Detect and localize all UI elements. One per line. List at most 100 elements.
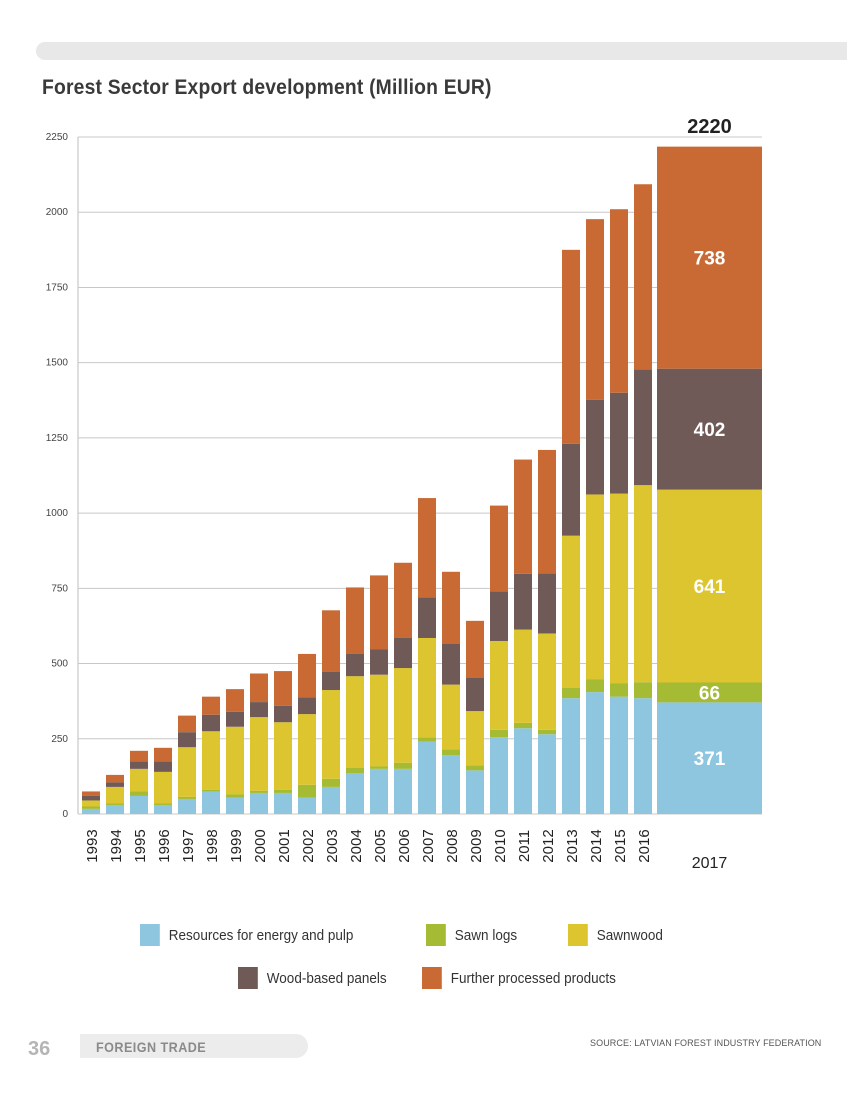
bar-segment — [298, 653, 316, 698]
bar-segment — [370, 649, 388, 675]
legend-swatch — [422, 967, 442, 989]
bar-segment — [322, 671, 340, 691]
bar-segment — [178, 796, 196, 799]
bar-segment — [106, 786, 124, 804]
bar-segment — [226, 794, 244, 798]
bar-segment — [490, 505, 508, 592]
bar-segment — [250, 673, 268, 703]
bar-segment — [586, 494, 604, 680]
x-tick-label: 2000 — [252, 829, 269, 862]
chart-title: Forest Sector Export development (Millio… — [42, 76, 492, 99]
bar-segment — [250, 792, 268, 814]
x-tick-label: 2008 — [444, 829, 461, 862]
bar-segment — [82, 806, 100, 809]
bar-segment — [82, 800, 100, 807]
bar-segment — [466, 765, 484, 771]
bar-segment — [418, 637, 436, 738]
bar-segment — [657, 146, 762, 369]
bar-segment — [538, 729, 556, 735]
bar-segment — [394, 768, 412, 814]
bar-segment — [370, 575, 388, 650]
bar-segment — [322, 690, 340, 779]
bar-segment — [490, 591, 508, 641]
x-tick-label: 2012 — [540, 829, 557, 862]
bar-segment — [538, 449, 556, 574]
bar-segment — [250, 702, 268, 718]
source-note: SOURCE: LATVIAN FOREST INDUSTRY FEDERATI… — [590, 1038, 822, 1048]
bar-segment — [202, 791, 220, 814]
bar-segment — [538, 573, 556, 634]
bar-segment — [178, 732, 196, 748]
bar-segment — [538, 633, 556, 730]
bar-segment — [274, 792, 292, 814]
bar-segment — [202, 696, 220, 715]
x-tick-label: 2001 — [276, 829, 293, 862]
bar-segment — [610, 683, 628, 697]
bar-segment — [154, 804, 172, 814]
bar-segment — [346, 767, 364, 774]
bar-segment — [130, 750, 148, 762]
x-tick-label: 2007 — [420, 829, 437, 862]
legend-item-further-processed: Further processed products — [422, 967, 616, 989]
bar-segment — [466, 677, 484, 712]
x-tick-label: 2014 — [588, 829, 605, 862]
page-number: 36 — [28, 1038, 51, 1060]
x-tick-label: 2004 — [348, 829, 365, 862]
bar-segment — [202, 731, 220, 790]
bar-segment — [274, 671, 292, 706]
bar-segment — [586, 679, 604, 693]
bar-segment — [634, 369, 652, 486]
bar-segment — [298, 697, 316, 715]
total-label: 2220 — [687, 116, 732, 138]
bar-segment — [226, 711, 244, 727]
legend-swatch — [238, 967, 258, 989]
legend-swatch — [568, 924, 588, 946]
bar-segment — [514, 573, 532, 630]
legend-swatch — [426, 924, 446, 946]
legend-label: Resources for energy and pulp — [168, 926, 354, 944]
bar-segment — [130, 795, 148, 814]
x-tick-label: 1999 — [228, 829, 245, 862]
bar-segment — [226, 689, 244, 712]
bar-segment — [370, 768, 388, 814]
y-tick-label: 250 — [51, 734, 68, 745]
bar-segment — [370, 766, 388, 769]
bar-segment — [562, 443, 580, 536]
bar-segment — [418, 737, 436, 742]
bar-segment — [130, 768, 148, 792]
bar-segment — [202, 789, 220, 792]
bar-segment — [178, 747, 196, 797]
bar-segment — [610, 209, 628, 393]
x-tick-label: 2016 — [636, 829, 653, 862]
bar-segment — [418, 741, 436, 814]
bar-segment — [298, 797, 316, 814]
legend-label: Sawnwood — [596, 926, 663, 944]
bar-segment — [586, 692, 604, 814]
bar-segment — [202, 714, 220, 732]
legend-item-sawnwood: Sawnwood — [568, 924, 663, 946]
bar-segment — [634, 682, 652, 699]
bar-segment — [586, 219, 604, 400]
bar-segment — [82, 795, 100, 801]
bar-segment — [418, 498, 436, 598]
bar-segment — [130, 791, 148, 796]
bar-segment — [634, 698, 652, 814]
bar-segment — [106, 804, 124, 814]
bar-segment — [442, 571, 460, 644]
legend-swatch — [140, 924, 160, 946]
x-tick-label: 2010 — [492, 829, 509, 862]
y-tick-label: 1500 — [46, 358, 69, 369]
bar-segment — [442, 755, 460, 814]
bar-segment — [154, 747, 172, 762]
bar-segment — [394, 637, 412, 669]
bar-segment — [370, 674, 388, 767]
bar-segment — [514, 722, 532, 729]
x-tick-label: 1995 — [132, 829, 149, 862]
bar-segment — [657, 682, 762, 703]
bar-segment — [322, 610, 340, 672]
section-title: FOREIGN TRADE — [96, 1039, 207, 1055]
x-tick-label: 2009 — [468, 829, 485, 862]
x-tick-label: 2015 — [612, 829, 629, 862]
bar-segment — [562, 249, 580, 444]
x-tick-label: 1996 — [156, 829, 173, 862]
